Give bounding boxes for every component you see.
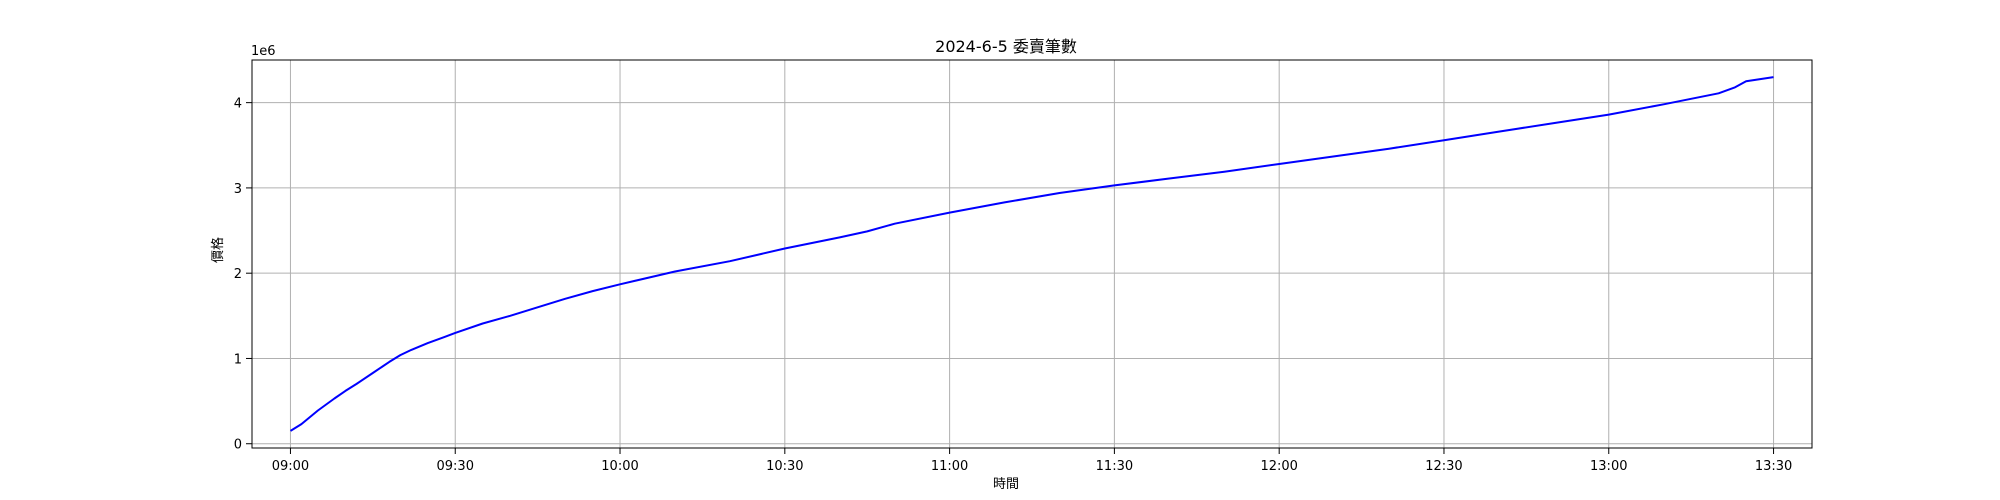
y-tick-label: 0 — [234, 438, 242, 453]
chart-title: 2024-6-5 委賣筆數 — [935, 37, 1077, 56]
y-tick-label: 3 — [234, 182, 242, 197]
x-tick-label: 12:00 — [1260, 459, 1297, 474]
y-offset-label: 1e6 — [251, 44, 276, 59]
x-tick-label: 11:30 — [1096, 459, 1133, 474]
y-axis-title: 價格 — [210, 237, 226, 263]
x-tick-label: 12:30 — [1425, 459, 1462, 474]
y-tick-label: 4 — [234, 97, 242, 112]
x-tick-label: 09:30 — [437, 459, 474, 474]
series — [289, 76, 1774, 432]
x-tick-label: 09:00 — [272, 459, 309, 474]
x-tick-label: 11:00 — [931, 459, 968, 474]
series-line — [289, 76, 1774, 432]
y-tick-label: 1 — [234, 352, 242, 367]
plot-frame — [251, 59, 1813, 449]
grid — [252, 60, 1812, 448]
x-tick-label: 13:30 — [1755, 459, 1792, 474]
x-axis-title: 時間 — [993, 477, 1019, 492]
axes — [251, 59, 1813, 449]
x-tick-label: 10:30 — [766, 459, 803, 474]
y-tick-label: 2 — [234, 267, 242, 282]
ticks: 09:00 09:30 10:00 10:30 11:00 11:30 12:00 12:30… — [234, 97, 1793, 474]
x-tick-label: 10:00 — [601, 459, 638, 474]
x-tick-label: 13:00 — [1590, 459, 1627, 474]
